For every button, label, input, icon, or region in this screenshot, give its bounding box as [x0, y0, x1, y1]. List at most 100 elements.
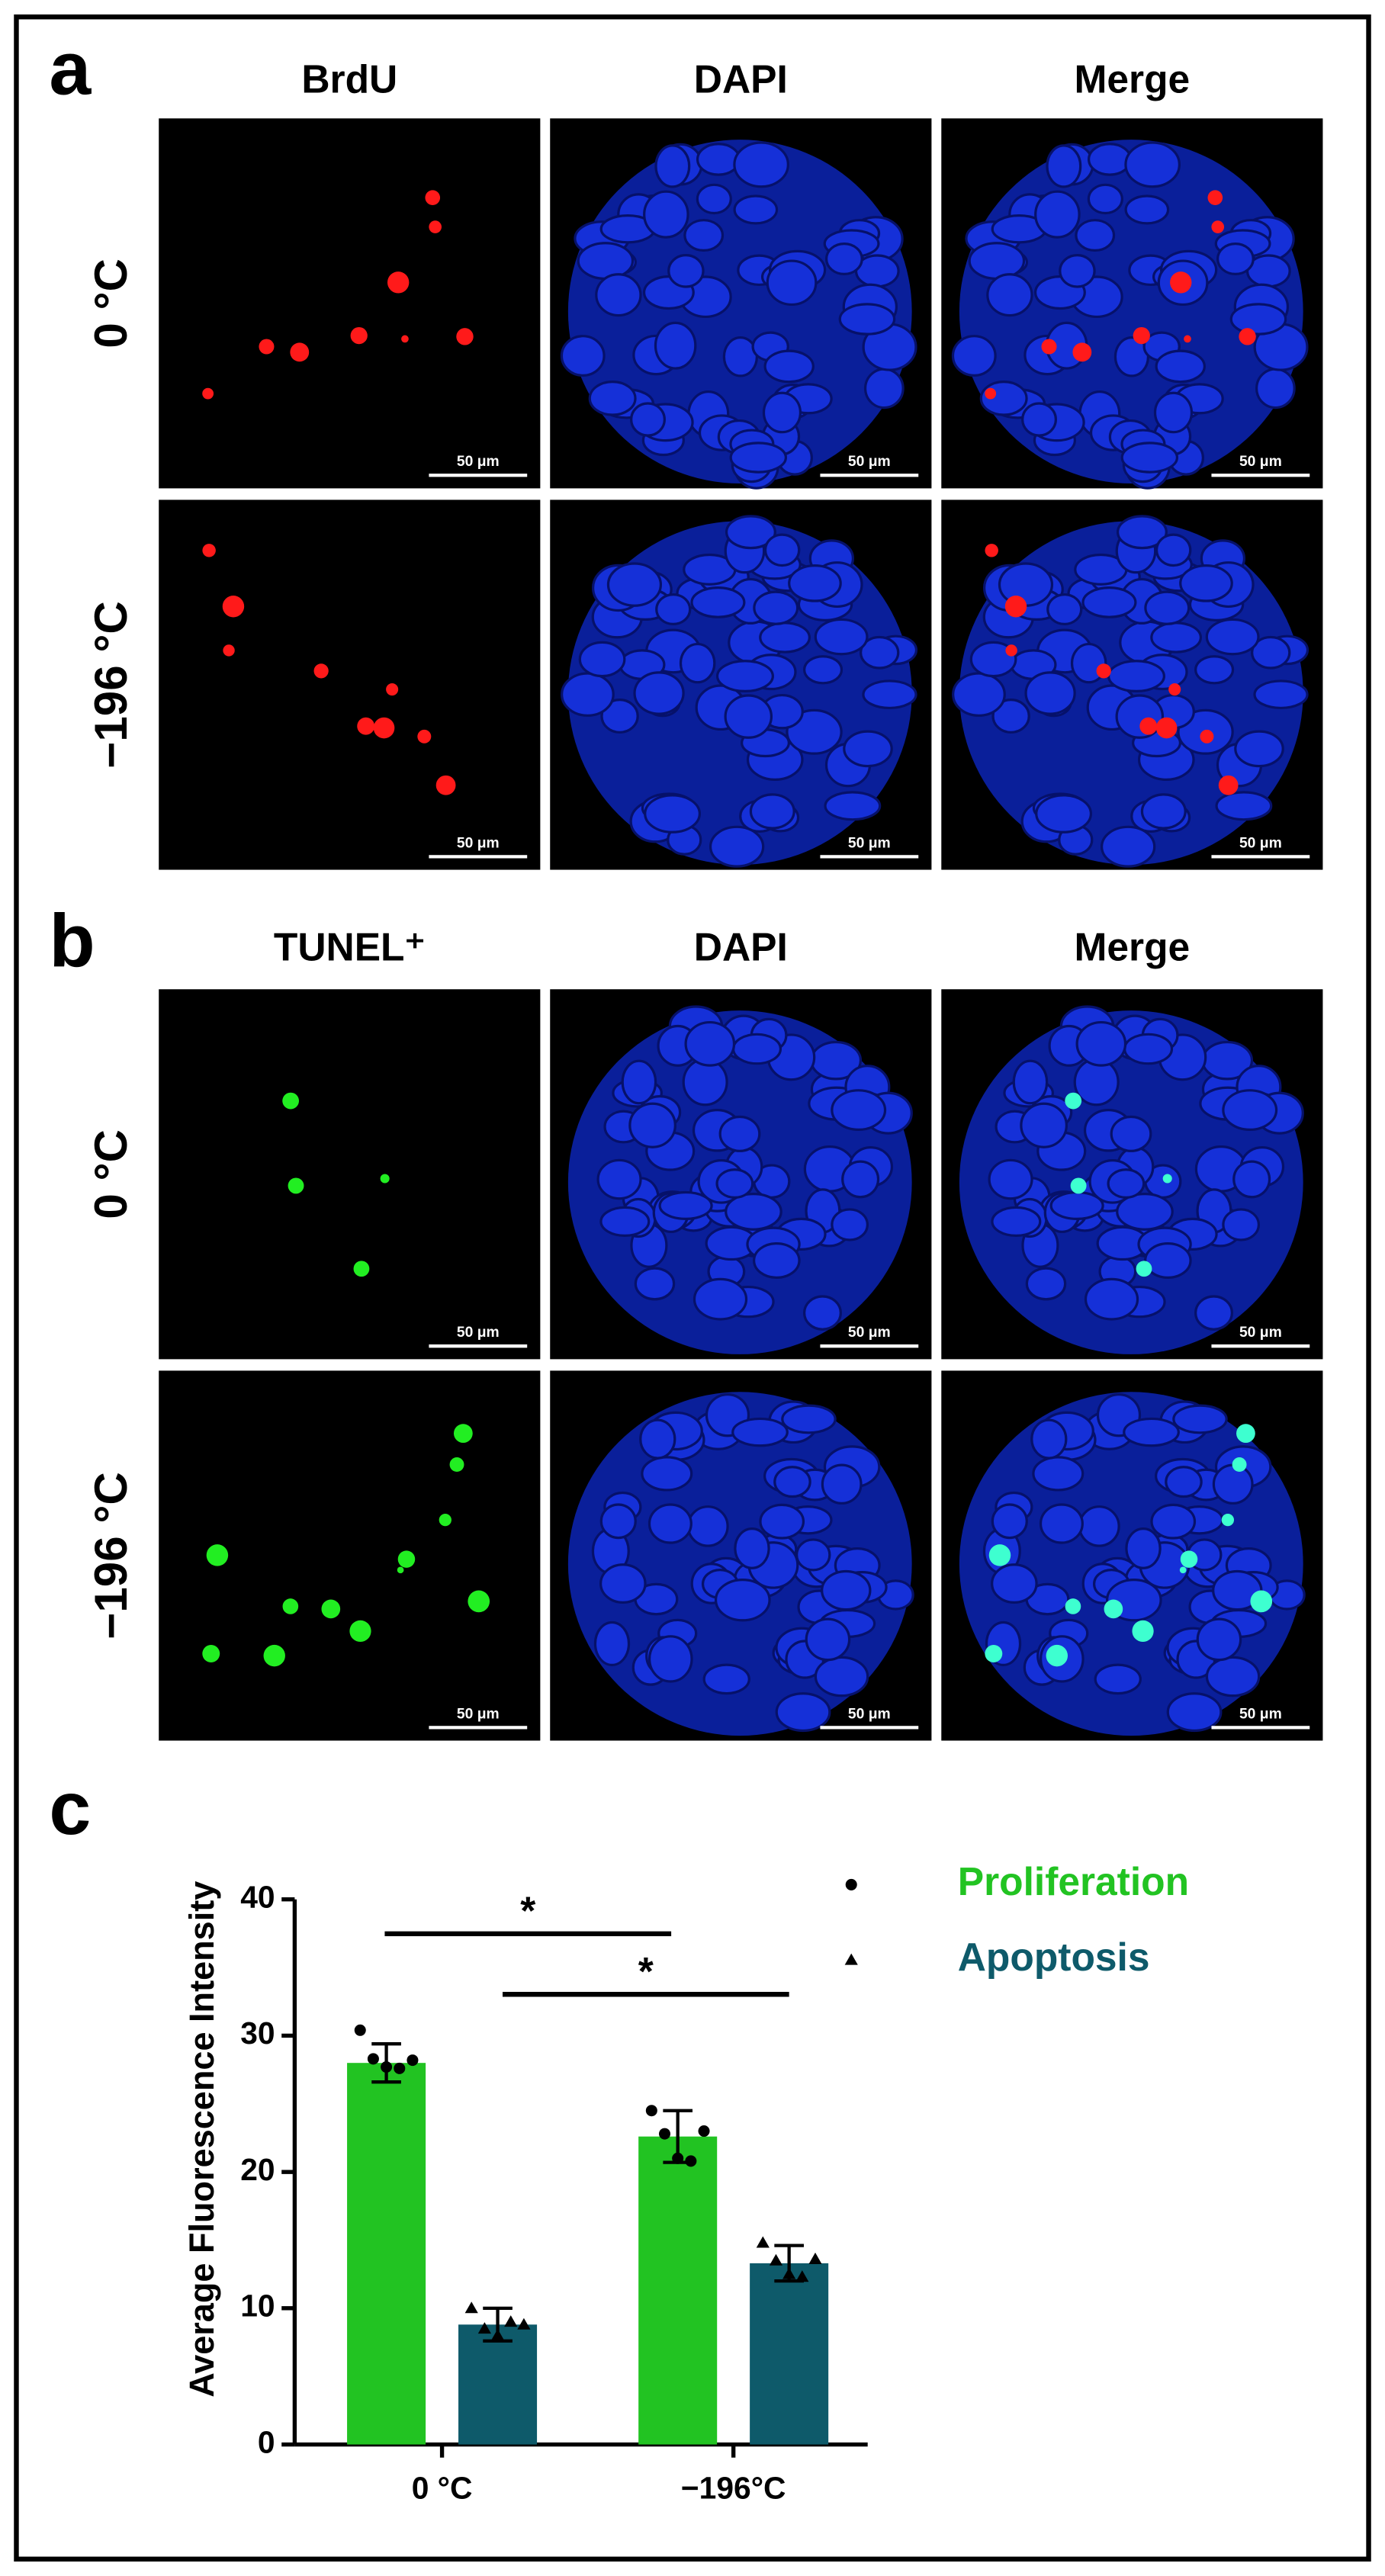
stain-spot [1170, 271, 1192, 294]
stain-spot [259, 339, 275, 355]
nucleus [1205, 618, 1260, 656]
stain-spot [1184, 335, 1191, 343]
stain-spot [1041, 339, 1057, 355]
nucleus [951, 335, 997, 377]
nucleus [1179, 564, 1233, 602]
nucleus [686, 1505, 729, 1547]
nucleus [1212, 1463, 1254, 1505]
stain-spot [1218, 775, 1239, 795]
nucleus [561, 672, 615, 717]
stain-spot [353, 1261, 370, 1277]
nucleus [1165, 1466, 1203, 1498]
stain-spot [1250, 1590, 1273, 1613]
nucleus [679, 642, 716, 684]
legend-label: Apoptosis [958, 1935, 1150, 1979]
nucleus [986, 273, 1033, 317]
nucleus [1150, 1503, 1197, 1540]
legend-marker [845, 1878, 857, 1890]
nucleus [859, 635, 900, 670]
stain-spot [1132, 1620, 1154, 1643]
nucleus [722, 336, 758, 377]
nucleus [991, 1563, 1038, 1604]
stain-spot [453, 1424, 473, 1444]
stain-spot [1004, 596, 1027, 618]
scale-bar-label: 50 μm [1239, 454, 1282, 470]
x-tick-label: −196°C [681, 2470, 786, 2505]
nucleus [968, 242, 1026, 281]
nucleus [600, 699, 639, 734]
nucleus [599, 1563, 647, 1604]
x-tick-label: 0 °C [412, 2470, 473, 2505]
y-tick-label: 0 [258, 2424, 275, 2459]
stain-spot [1065, 1092, 1082, 1110]
data-point [490, 2329, 505, 2341]
nucleus [1012, 1059, 1049, 1105]
stain-spot [425, 190, 441, 206]
stain-spot [985, 1645, 1003, 1662]
stain-spot [985, 387, 997, 400]
column-header: Merge [1075, 924, 1191, 968]
nucleus [599, 1206, 651, 1237]
nucleus [753, 1241, 801, 1279]
data-point [381, 2061, 393, 2073]
stain-spot [1168, 683, 1181, 696]
stain-spot [1139, 717, 1158, 735]
nucleus [578, 641, 626, 678]
nucleus [658, 1190, 713, 1221]
scale-bar-label: 50 μm [848, 835, 891, 851]
stain-spot [321, 1599, 341, 1619]
nucleus [763, 533, 801, 567]
nucleus [766, 259, 818, 307]
nucleus [1253, 679, 1309, 710]
nucleus [1155, 349, 1206, 384]
nucleus [718, 1115, 761, 1152]
nucleus [1125, 1527, 1162, 1569]
data-point [645, 2105, 657, 2117]
nucleus [824, 791, 882, 821]
nucleus [593, 1620, 631, 1666]
nucleus [1123, 1033, 1174, 1065]
nucleus [702, 1663, 750, 1695]
nucleus [683, 219, 725, 252]
nucleus [1107, 1168, 1146, 1199]
nucleus [762, 391, 802, 434]
nucleus [831, 1208, 869, 1241]
data-point [698, 2125, 710, 2138]
stain-spot [263, 1644, 285, 1667]
nucleus [831, 1089, 887, 1132]
nucleus [1216, 243, 1255, 275]
nucleus [1046, 144, 1082, 188]
stain-spot [386, 683, 399, 696]
row-label: 0 °C [85, 259, 137, 348]
stain-spot [1179, 1566, 1187, 1574]
stain-spot [282, 1598, 299, 1614]
nucleus [733, 194, 779, 225]
stain-spot [1232, 1457, 1247, 1472]
nucleus [1046, 593, 1083, 626]
micrograph: 50 μm [941, 499, 1323, 870]
scale-bar-label: 50 μm [848, 454, 891, 470]
scale-bar-label: 50 μm [457, 1325, 500, 1341]
stain-spot [1155, 717, 1178, 739]
nucleus [731, 1033, 782, 1065]
data-point [354, 2024, 366, 2036]
nucleus [1166, 1692, 1223, 1733]
nucleus [1205, 1656, 1261, 1698]
scale-bar-label: 50 μm [848, 1325, 891, 1341]
nucleus [1124, 141, 1181, 188]
nucleus [1094, 1663, 1142, 1695]
nucleus [644, 794, 701, 834]
nucleus [655, 593, 692, 626]
nucleus [648, 1635, 693, 1683]
nucleus [952, 672, 1006, 717]
stain-spot [397, 1550, 416, 1568]
nucleus [821, 1569, 872, 1611]
stain-spot [380, 1174, 390, 1184]
data-point [394, 2062, 406, 2074]
nucleus [1232, 1160, 1271, 1199]
nucleus [821, 1463, 863, 1505]
stain-spot [401, 335, 409, 343]
micrograph: 50 μm [941, 1370, 1323, 1741]
nucleus [599, 1503, 637, 1540]
bar [750, 2263, 829, 2445]
